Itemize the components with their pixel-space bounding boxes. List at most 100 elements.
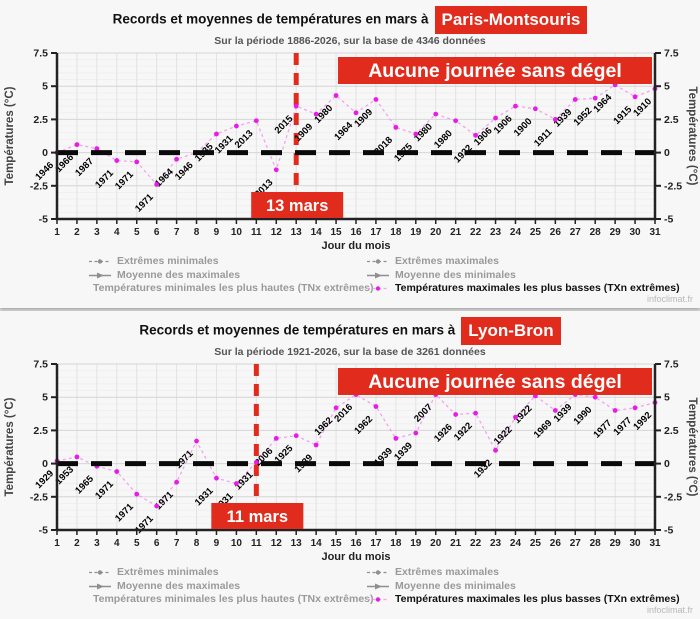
- record-point[interactable]: [433, 111, 439, 117]
- legend-column: Extrêmes maximales Moyenne des minimales T…: [366, 255, 680, 296]
- record-point[interactable]: [493, 115, 498, 121]
- record-point[interactable]: [413, 430, 419, 436]
- record-point[interactable]: [592, 95, 598, 101]
- record-point[interactable]: [333, 93, 339, 98]
- record-point[interactable]: [393, 435, 399, 441]
- x-tick-label: 30: [630, 227, 642, 238]
- record-point[interactable]: [552, 408, 558, 413]
- record-point[interactable]: [473, 410, 478, 416]
- x-tick-label: 26: [550, 227, 562, 238]
- record-point[interactable]: [393, 124, 399, 130]
- legend-item[interactable]: Extrêmes minimales: [88, 255, 366, 269]
- record-point[interactable]: [214, 131, 219, 137]
- svg-text:11 mars: 11 mars: [227, 508, 288, 526]
- x-tick-label: 17: [370, 227, 382, 238]
- legend-label: Moyenne des maximales: [117, 268, 241, 281]
- legend-item[interactable]: Températures maximales les plus basses (…: [366, 282, 680, 296]
- legend-item[interactable]: Moyenne des maximales: [88, 269, 366, 283]
- y-tick-label: -2.5: [30, 180, 48, 192]
- y-tick-label: 0: [42, 458, 48, 470]
- record-point[interactable]: [632, 94, 638, 100]
- freeze-date-label: 11 mars: [211, 503, 304, 529]
- x-tick-label: 13: [291, 227, 303, 238]
- legend-item[interactable]: Extrêmes maximales: [366, 566, 680, 580]
- record-point[interactable]: [194, 438, 199, 444]
- record-point[interactable]: [612, 408, 618, 413]
- legend-label: Extrêmes maximales: [395, 566, 499, 578]
- x-tick-label: 8: [194, 227, 200, 238]
- record-point[interactable]: [493, 447, 498, 453]
- record-point[interactable]: [234, 481, 239, 486]
- legend-item[interactable]: Moyenne des minimales: [366, 580, 680, 594]
- x-tick-label: 25: [530, 538, 542, 549]
- legend-item[interactable]: Extrêmes minimales: [88, 566, 366, 580]
- record-point[interactable]: [373, 404, 379, 409]
- record-point[interactable]: [253, 118, 259, 124]
- legend-item[interactable]: Températures maximales les plus basses (…: [366, 593, 680, 607]
- x-tick-label: 22: [470, 227, 482, 238]
- record-point[interactable]: [74, 454, 80, 460]
- record-point[interactable]: [333, 405, 339, 411]
- record-point[interactable]: [253, 459, 259, 465]
- record-point[interactable]: [174, 156, 180, 162]
- record-point[interactable]: [533, 106, 538, 112]
- record-point[interactable]: [513, 103, 518, 109]
- y-tick-label: 0: [664, 458, 670, 470]
- record-point[interactable]: [234, 123, 239, 129]
- record-point[interactable]: [413, 131, 419, 137]
- record-point[interactable]: [293, 433, 299, 439]
- record-point[interactable]: [273, 435, 279, 441]
- legend-item[interactable]: Températures minimales les plus hautes (…: [88, 282, 374, 296]
- x-tick-label: 19: [410, 227, 422, 238]
- record-point[interactable]: [154, 503, 160, 509]
- record-point[interactable]: [313, 442, 319, 448]
- chart-title: Records et moyennes de températures en m…: [0, 0, 700, 34]
- record-point[interactable]: [373, 97, 379, 102]
- y-tick-label: 5: [42, 392, 48, 404]
- freeze-date-label: 13 mars: [251, 192, 344, 218]
- record-point[interactable]: [114, 469, 120, 474]
- record-point[interactable]: [214, 475, 219, 481]
- record-point[interactable]: [174, 479, 180, 485]
- record-point[interactable]: [513, 414, 518, 420]
- record-point[interactable]: [473, 132, 478, 138]
- record-point[interactable]: [453, 412, 459, 417]
- record-point[interactable]: [353, 110, 359, 116]
- x-tick-label: 24: [510, 227, 522, 238]
- x-tick-label: 20: [430, 538, 442, 549]
- record-point[interactable]: [94, 146, 100, 152]
- x-axis-title: Jour du mois: [321, 240, 390, 252]
- chart-title: Records et moyennes de températures en m…: [0, 311, 700, 345]
- y-tick-label: 2.5: [33, 114, 48, 126]
- record-point[interactable]: [572, 97, 578, 102]
- legend-item[interactable]: Moyenne des minimales: [366, 269, 680, 283]
- record-point[interactable]: [313, 111, 319, 117]
- no-thaw-banner: Aucune journée sans dégel: [338, 57, 652, 84]
- y-tick-label: 2.5: [33, 425, 48, 437]
- record-point[interactable]: [632, 405, 638, 411]
- x-tick-label: 14: [311, 538, 323, 549]
- x-tick-label: 31: [649, 538, 661, 549]
- y-tick-label: 0: [42, 147, 48, 159]
- x-tick-label: 7: [174, 227, 180, 238]
- x-tick-label: 6: [154, 227, 160, 238]
- record-point[interactable]: [114, 158, 120, 163]
- record-point[interactable]: [74, 142, 80, 148]
- record-point[interactable]: [592, 394, 598, 400]
- record-point[interactable]: [134, 491, 140, 497]
- legend-item[interactable]: Moyenne des maximales: [88, 580, 366, 594]
- record-point[interactable]: [134, 159, 140, 165]
- x-tick-label: 10: [231, 227, 243, 238]
- record-point[interactable]: [273, 167, 279, 173]
- x-tick-label: 1: [54, 227, 60, 238]
- temperature-records-chart: 1929195319651971197119711971197119311931…: [4, 360, 698, 563]
- record-point[interactable]: [154, 182, 160, 187]
- record-point[interactable]: [552, 117, 558, 122]
- station-badge: Paris-Montsouris: [434, 6, 588, 34]
- x-tick-label: 16: [350, 227, 362, 238]
- record-point[interactable]: [453, 118, 459, 124]
- y-tick-label: 2.5: [664, 114, 679, 126]
- legend-item[interactable]: Extrêmes maximales: [366, 255, 680, 269]
- legend-item[interactable]: Températures minimales les plus hautes (…: [88, 593, 374, 607]
- record-point[interactable]: [293, 103, 299, 109]
